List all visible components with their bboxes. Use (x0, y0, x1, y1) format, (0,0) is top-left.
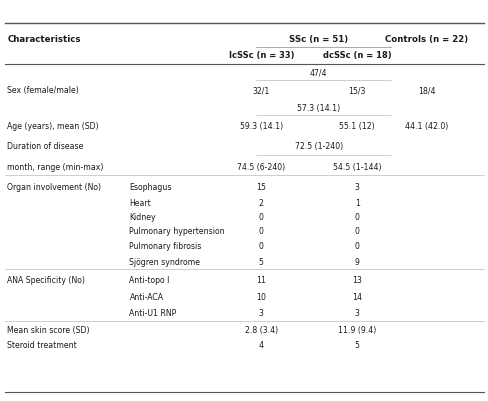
Text: 5: 5 (258, 258, 263, 267)
Text: Kidney: Kidney (129, 213, 156, 222)
Text: 10: 10 (256, 293, 265, 302)
Text: month, range (min-max): month, range (min-max) (7, 162, 103, 172)
Text: Steroid treatment: Steroid treatment (7, 341, 77, 350)
Text: 15/3: 15/3 (348, 86, 365, 95)
Text: 59.3 (14.1): 59.3 (14.1) (239, 122, 282, 132)
Text: 0: 0 (354, 227, 359, 237)
Text: 74.5 (6-240): 74.5 (6-240) (237, 162, 285, 172)
Text: Organ involvement (No): Organ involvement (No) (7, 182, 101, 192)
Text: Mean skin score (SD): Mean skin score (SD) (7, 326, 90, 335)
Text: 9: 9 (354, 258, 359, 267)
Text: 0: 0 (258, 213, 263, 222)
Text: 3: 3 (258, 309, 263, 318)
Text: 57.3 (14.1): 57.3 (14.1) (297, 104, 340, 113)
Text: 18/4: 18/4 (417, 86, 434, 95)
Text: 0: 0 (354, 242, 359, 251)
Text: Anti-U1 RNP: Anti-U1 RNP (129, 309, 176, 318)
Text: 0: 0 (258, 227, 263, 237)
Text: dcSSc (n = 18): dcSSc (n = 18) (322, 51, 390, 60)
Text: Anti-topo I: Anti-topo I (129, 276, 169, 286)
Text: 54.5 (1-144): 54.5 (1-144) (332, 162, 381, 172)
Text: lcSSc (n = 33): lcSSc (n = 33) (228, 51, 293, 60)
Text: Pulmonary fibrosis: Pulmonary fibrosis (129, 242, 202, 251)
Text: 72.5 (1-240): 72.5 (1-240) (294, 142, 342, 152)
Text: Heart: Heart (129, 199, 151, 208)
Text: SSc (n = 51): SSc (n = 51) (288, 35, 347, 44)
Text: 13: 13 (351, 276, 361, 286)
Text: 47/4: 47/4 (309, 69, 327, 78)
Text: Controls (n = 22): Controls (n = 22) (384, 35, 467, 44)
Text: 11: 11 (256, 276, 266, 286)
Text: Age (years), mean (SD): Age (years), mean (SD) (7, 122, 99, 132)
Text: Pulmonary hypertension: Pulmonary hypertension (129, 227, 224, 237)
Text: 32/1: 32/1 (252, 86, 269, 95)
Text: 3: 3 (354, 309, 359, 318)
Text: 3: 3 (354, 182, 359, 192)
Text: Anti-ACA: Anti-ACA (129, 293, 163, 302)
Text: 55.1 (12): 55.1 (12) (339, 122, 374, 132)
Text: 1: 1 (354, 199, 359, 208)
Text: 4: 4 (258, 341, 263, 350)
Text: ANA Specificity (No): ANA Specificity (No) (7, 276, 85, 286)
Text: 2.8 (3.4): 2.8 (3.4) (244, 326, 277, 335)
Text: 2: 2 (258, 199, 263, 208)
Text: Sjögren syndrome: Sjögren syndrome (129, 258, 200, 267)
Text: Esophagus: Esophagus (129, 182, 172, 192)
Text: 0: 0 (258, 242, 263, 251)
Text: 14: 14 (351, 293, 362, 302)
Text: 44.1 (42.0): 44.1 (42.0) (404, 122, 447, 132)
Text: 11.9 (9.4): 11.9 (9.4) (337, 326, 375, 335)
Text: 15: 15 (256, 182, 265, 192)
Text: 0: 0 (354, 213, 359, 222)
Text: Sex (female/male): Sex (female/male) (7, 86, 79, 95)
Text: Characteristics: Characteristics (7, 35, 81, 44)
Text: Duration of disease: Duration of disease (7, 142, 83, 152)
Text: 5: 5 (354, 341, 359, 350)
